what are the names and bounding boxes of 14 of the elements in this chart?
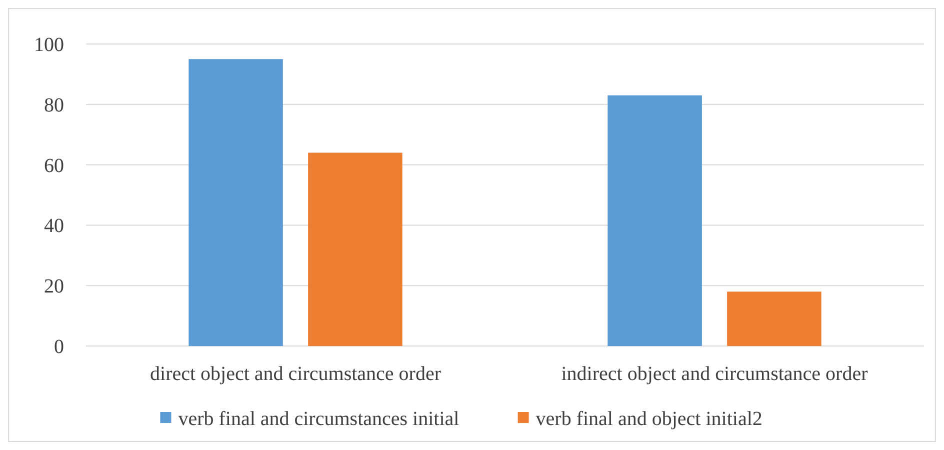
x-tick-label: direct object and circumstance order: [150, 363, 442, 385]
y-tick-label: 100: [34, 34, 64, 56]
bar: [608, 95, 702, 346]
x-tick-label: indirect object and circumstance order: [561, 363, 868, 385]
y-tick-label: 80: [44, 94, 64, 116]
y-tick-label: 40: [44, 215, 64, 238]
bar: [727, 292, 822, 346]
bar: [188, 59, 283, 346]
bar: [308, 152, 402, 346]
legend-label: verb final and circumstances initial: [178, 408, 460, 430]
y-tick-label: 20: [44, 276, 64, 298]
y-tick-label: 60: [44, 154, 64, 177]
legend-label: verb final and object initial2: [536, 408, 762, 430]
y-tick-label: 0: [54, 336, 64, 358]
